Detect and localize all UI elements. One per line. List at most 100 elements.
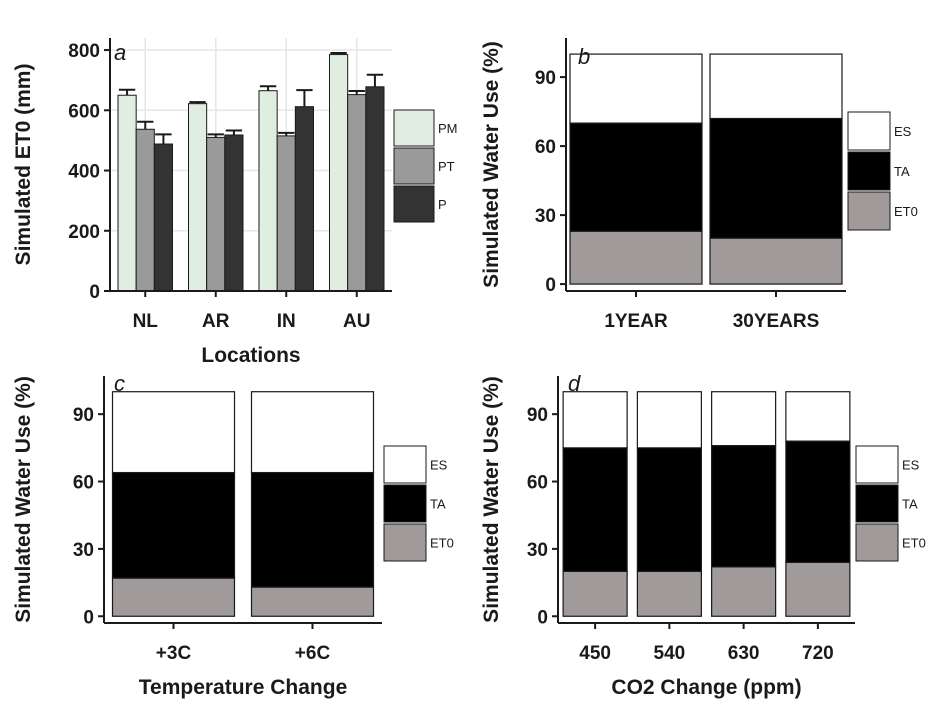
- bar-pm: [329, 54, 349, 292]
- panel-a: 0 200 400 600 800 NL AR IN AU Simulated ET0 (mm) L…: [12, 38, 458, 367]
- bar-ta: [562, 447, 628, 572]
- bar-pt: [276, 135, 296, 292]
- bar-es: [636, 391, 702, 449]
- bar-pt: [135, 128, 155, 292]
- y-axis-title: Simulated Water Use (%): [480, 41, 503, 288]
- bar-p: [294, 106, 315, 292]
- x-tick-label: AR: [202, 311, 230, 332]
- bar-pm: [258, 90, 278, 292]
- y-tick-label: 30: [73, 540, 94, 561]
- bar-ta: [636, 447, 702, 572]
- bar-pm: [117, 94, 137, 292]
- x-axis-title: Temperature Change: [139, 676, 348, 699]
- panel-b: 0 30 60 90 1YEAR 30YEARS Simulated Water Use (…: [480, 38, 918, 332]
- bar-es: [785, 391, 851, 442]
- legend-label: ET0: [902, 536, 926, 551]
- legend-label: PM: [438, 121, 458, 136]
- y-tick-label: 90: [73, 405, 94, 426]
- x-axis-title: CO2 Change (ppm): [611, 676, 801, 699]
- y-tick-label: 0: [89, 282, 100, 303]
- y-tick-label: 60: [73, 473, 94, 494]
- x-tick-label: 450: [579, 643, 611, 664]
- legend-swatch-ta: [383, 484, 427, 523]
- legend-swatch-p: [393, 185, 435, 223]
- y-tick-label: 60: [535, 137, 556, 158]
- bar-ta: [111, 471, 236, 579]
- bar-et0: [636, 570, 702, 617]
- legend-swatch-ta: [847, 151, 891, 191]
- legend-label: ET0: [430, 536, 454, 551]
- y-axis-title: Simulated Water Use (%): [12, 376, 35, 623]
- panel-c: 0 30 60 90 +3C +6C Simulated Water Use (%) Temp…: [12, 371, 454, 699]
- bar-ta: [711, 445, 777, 568]
- legend-swatch-et0: [855, 523, 899, 562]
- legend-swatch-pm: [393, 109, 435, 147]
- y-tick-label: 0: [545, 275, 556, 296]
- legend-swatch-pt: [393, 147, 435, 185]
- x-tick-label: 540: [654, 643, 686, 664]
- legend-label: ES: [902, 458, 920, 473]
- y-tick-label: 30: [527, 540, 548, 561]
- bar-ta: [250, 471, 375, 588]
- bar-es: [711, 391, 777, 447]
- legend-label: ES: [430, 458, 448, 473]
- legend-label: TA: [902, 497, 918, 512]
- panel-letter: b: [578, 44, 590, 69]
- bar-es: [250, 391, 375, 474]
- y-tick-label: 200: [68, 222, 100, 243]
- legend-label: ET0: [894, 204, 918, 219]
- y-tick-label: 90: [527, 405, 548, 426]
- bar-es: [709, 53, 843, 120]
- legend-swatch-et0: [383, 523, 427, 562]
- legend-swatch-es: [855, 445, 899, 484]
- bar-et0: [250, 586, 375, 617]
- bar-et0: [111, 577, 236, 617]
- bar-es: [569, 53, 703, 124]
- legend-label: ES: [894, 124, 912, 139]
- legend-label: P: [438, 197, 447, 212]
- y-tick-label: 90: [535, 68, 556, 89]
- bar-pm: [188, 103, 208, 292]
- bar-et0: [709, 237, 843, 285]
- bar-es: [111, 391, 236, 474]
- x-tick-label: +6C: [295, 643, 331, 664]
- bar-ta: [785, 440, 851, 563]
- x-tick-label: IN: [277, 311, 296, 332]
- x-tick-label: 1YEAR: [604, 311, 668, 332]
- legend-label: PT: [438, 159, 455, 174]
- legend-label: TA: [894, 164, 910, 179]
- legend-swatch-ta: [855, 484, 899, 523]
- bar-p: [224, 134, 244, 292]
- y-axis-title: Simulated Water Use (%): [480, 376, 503, 623]
- x-tick-label: 720: [802, 643, 834, 664]
- y-tick-label: 0: [83, 607, 94, 628]
- bar-et0: [562, 570, 628, 617]
- y-tick-label: 0: [537, 607, 548, 628]
- y-tick-label: 800: [68, 41, 100, 62]
- panel-letter: a: [114, 40, 126, 65]
- panel-letter: d: [568, 371, 581, 396]
- y-tick-label: 30: [535, 206, 556, 227]
- y-tick-label: 60: [527, 473, 548, 494]
- bar-ta: [709, 117, 843, 239]
- bar-ta: [569, 122, 703, 232]
- y-axis-title: Simulated ET0 (mm): [12, 64, 35, 266]
- bar-et0: [711, 566, 777, 617]
- legend-swatch-et0: [847, 191, 891, 231]
- bar-es: [562, 391, 628, 449]
- bar-et0: [785, 561, 851, 617]
- x-axis-title: Locations: [201, 344, 300, 367]
- bar-pt: [347, 94, 367, 292]
- bar-pt: [206, 136, 226, 292]
- x-tick-label: +3C: [156, 643, 192, 664]
- panel-letter: c: [114, 371, 125, 396]
- panel-d: 0 30 60 90 450 540 630 720 Simulated Water Use (…: [480, 371, 926, 699]
- legend-label: TA: [430, 497, 446, 512]
- bar-et0: [569, 230, 703, 285]
- bar-p: [365, 86, 385, 292]
- y-tick-label: 400: [68, 162, 100, 183]
- x-tick-label: 630: [728, 643, 760, 664]
- x-tick-label: AU: [343, 311, 370, 332]
- x-tick-label: 30YEARS: [733, 311, 820, 332]
